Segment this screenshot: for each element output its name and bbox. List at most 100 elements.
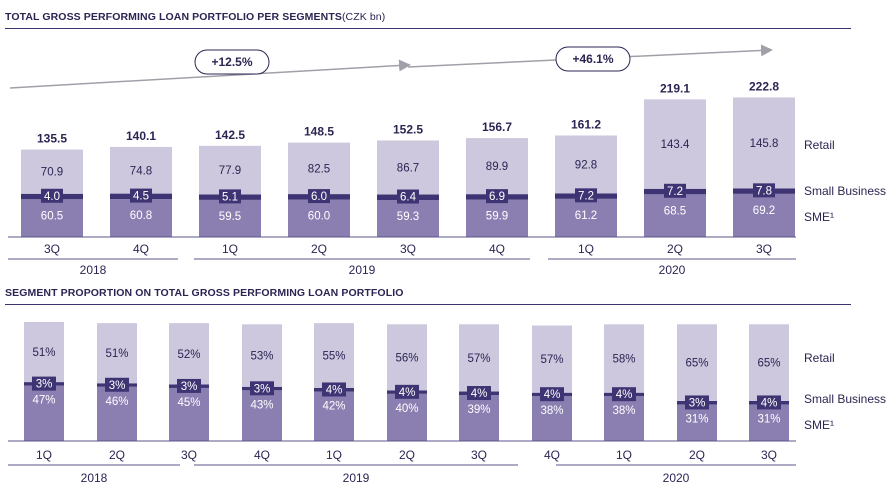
sme-bar <box>377 200 439 237</box>
retail-value-label: 92.8 <box>575 159 597 171</box>
x-tick-label: 2Q <box>311 242 327 256</box>
small-business-share-label-box <box>467 386 491 401</box>
total-value-label: 142.5 <box>215 128 245 142</box>
x-tick-label: 3Q <box>761 448 777 462</box>
sme-value-label: 59.9 <box>486 211 508 223</box>
sme-share-label: 38% <box>612 405 635 417</box>
small-business-share-label-box <box>685 395 709 410</box>
retail-share-bar <box>459 324 499 392</box>
retail-share-label: 52% <box>177 349 200 361</box>
sme-share-label: 46% <box>105 396 128 408</box>
chart2-legend-small-business: Small Business <box>804 392 887 406</box>
x-tick-label: 3Q <box>44 242 60 256</box>
chart2-legend-retail: Retail <box>804 351 835 365</box>
retail-share-label: 65% <box>757 358 780 370</box>
year-label: 2019 <box>349 263 376 277</box>
retail-share-bar <box>242 324 282 387</box>
small-business-share-label: 4% <box>399 387 416 399</box>
small-business-label-box <box>753 183 775 198</box>
small-business-value-label: 5.1 <box>222 191 238 203</box>
x-tick-label: 3Q <box>400 242 416 256</box>
retail-bar <box>466 138 528 195</box>
small-business-share-label-box <box>322 382 346 397</box>
x-tick-label: 1Q <box>578 242 594 256</box>
retail-share-bar <box>387 324 427 391</box>
retail-value-label: 70.9 <box>41 167 63 179</box>
sme-bar <box>555 198 617 237</box>
year-label: 2018 <box>80 263 107 277</box>
small-business-share-label-box <box>395 384 419 399</box>
small-business-share-label-box <box>250 381 274 396</box>
retail-share-label: 53% <box>250 351 273 363</box>
retail-bar <box>733 97 795 189</box>
sme-value-label: 60.5 <box>41 210 63 222</box>
sme-share-label: 45% <box>177 397 200 409</box>
x-tick-label: 4Q <box>254 448 270 462</box>
chart1-unit: (CZK bn) <box>341 11 386 23</box>
chart2-legend-sme: SME¹ <box>804 418 834 432</box>
sme-share-bar <box>604 396 644 441</box>
retail-share-label: 51% <box>32 347 55 359</box>
growth-pill <box>194 49 270 75</box>
retail-share-bar <box>169 323 209 385</box>
retail-share-label: 57% <box>540 354 563 366</box>
x-tick-label: 1Q <box>36 448 52 462</box>
retail-bar <box>199 145 261 195</box>
small-business-share-label: 4% <box>544 389 561 401</box>
sme-bar <box>733 193 795 237</box>
small-business-label-box <box>41 188 63 203</box>
retail-bar <box>644 99 706 189</box>
retail-value-label: 143.4 <box>661 139 690 151</box>
sme-value-label: 59.5 <box>219 211 241 223</box>
small-business-value-label: 6.4 <box>400 192 417 204</box>
small-business-share-label: 4% <box>471 388 488 400</box>
retail-share-bar <box>677 324 717 401</box>
total-value-label: 148.5 <box>304 125 334 139</box>
x-tick-label: 2Q <box>109 448 125 462</box>
year-label: 2020 <box>663 471 690 485</box>
sme-share-bar <box>677 404 717 441</box>
retail-share-bar <box>314 323 354 388</box>
sme-share-label: 39% <box>467 404 490 416</box>
x-tick-label: 3Q <box>756 242 772 256</box>
growth-label: +12.5% <box>211 55 252 69</box>
sme-value-label: 60.8 <box>130 210 152 222</box>
small-business-value-label: 6.0 <box>311 191 327 203</box>
x-tick-label: 4Q <box>489 242 505 256</box>
chart1-title: TOTAL GROSS PERFORMING LOAN PORTFOLIO PE… <box>5 11 385 23</box>
retail-bar <box>110 146 172 194</box>
sme-value-label: 68.5 <box>664 205 686 217</box>
total-value-label: 135.5 <box>37 132 67 146</box>
small-business-label-box <box>397 189 419 204</box>
small-business-share-label: 3% <box>181 381 198 393</box>
retail-share-label: 55% <box>322 351 345 363</box>
small-business-label-box <box>575 188 597 203</box>
small-business-share-label-box <box>105 377 129 392</box>
x-tick-label: 4Q <box>544 448 560 462</box>
small-business-label-box <box>308 189 330 204</box>
sme-share-label: 38% <box>540 405 563 417</box>
total-value-label: 140.1 <box>126 129 156 143</box>
sme-share-bar <box>242 390 282 441</box>
sme-bar <box>21 199 83 237</box>
sme-share-bar <box>314 391 354 441</box>
small-business-label-box <box>130 188 152 203</box>
sme-share-bar <box>749 404 789 441</box>
sme-value-label: 69.2 <box>753 205 775 217</box>
sme-share-label: 43% <box>250 399 273 411</box>
year-label: 2018 <box>81 471 108 485</box>
retail-value-label: 89.9 <box>486 161 508 173</box>
small-business-share-label-box <box>32 376 56 391</box>
chart1-legend-small-business: Small Business <box>804 184 887 198</box>
small-business-share-label-box <box>540 387 564 402</box>
retail-share-label: 65% <box>685 358 708 370</box>
sme-share-bar <box>532 396 572 441</box>
small-business-value-label: 7.8 <box>756 185 772 197</box>
sme-share-bar <box>24 385 64 441</box>
small-business-value-label: 7.2 <box>578 190 594 202</box>
retail-share-bar <box>749 324 789 401</box>
x-tick-label: 1Q <box>222 242 238 256</box>
retail-share-label: 51% <box>105 348 128 360</box>
small-business-value-label: 6.9 <box>489 191 505 203</box>
